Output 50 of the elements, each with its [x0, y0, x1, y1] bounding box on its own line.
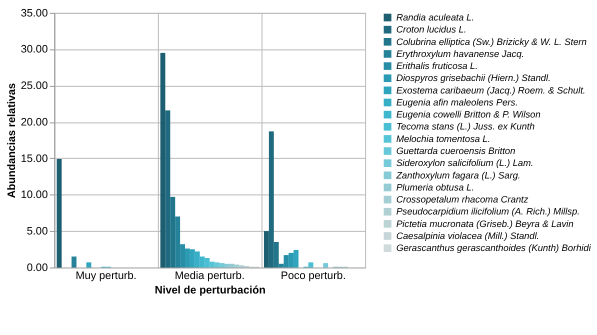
bar	[229, 264, 234, 268]
legend-label: Erythroxylum havanense Jacq.	[396, 48, 524, 59]
y-tick-label: 20.00	[20, 116, 48, 128]
bar	[210, 262, 215, 268]
bar	[274, 242, 279, 268]
bar	[86, 262, 92, 268]
bar	[72, 256, 76, 268]
y-tick-label: 10.00	[20, 189, 48, 202]
x-tick-label: Media perturb.	[174, 270, 245, 282]
legend-label: Pseudocarpidium ilicifolium (A. Rich.) Millsp.	[396, 206, 580, 217]
y-tick-label: 5.00	[26, 226, 48, 238]
legend-label: Plumeria obtusa L.	[396, 182, 474, 192]
bar	[214, 262, 220, 268]
y-axis-title: Abundancias relativas	[6, 83, 18, 198]
legend-label: Diospyros grisebachii (Hiern.) Standl.	[396, 73, 551, 84]
legend-label: Gerascanthus gerascanthoides (Kunth) Borhidi	[396, 243, 592, 254]
y-tick-label: 15.00	[20, 152, 48, 165]
legend-label: Eugenia afin maleolens Pers.	[396, 97, 518, 108]
bar	[264, 231, 269, 268]
bar	[323, 263, 328, 268]
legend-label: Colubrina elliptica (Sw.) Brizicky & W. L. Stern	[396, 36, 587, 47]
legend-label: Eugenia cowelli Britton & P. Wilson	[396, 110, 541, 120]
legend-label: Croton lucidus L.	[396, 24, 466, 35]
legend-label: Guettarda cueroensis Britton	[396, 146, 516, 156]
legend-label: Randia aculeata L.	[396, 12, 474, 22]
bar	[234, 264, 240, 268]
bar	[220, 263, 224, 268]
bar	[268, 131, 274, 268]
y-tick-label: 35.00	[20, 7, 48, 20]
x-tick-label: Muy perturb.	[76, 270, 137, 282]
y-tick-label: 30.00	[20, 44, 48, 56]
x-axis-title: Nivel de perturbación	[154, 284, 266, 297]
legend-label: Erithalis fruticosa L.	[396, 61, 478, 72]
legend-label: Caesalpinia violacea (Mill.) Standl.	[396, 230, 540, 241]
bar	[224, 264, 230, 268]
y-tick-label: 25.00	[20, 80, 48, 92]
legend-label: Pictetia mucronata (Griseb.) Beyra & Lavin	[396, 218, 574, 229]
bar	[160, 52, 166, 268]
bar	[170, 196, 176, 268]
bar	[56, 159, 62, 268]
legend-label: Tecoma stans (L.) Juss. ex Kunth	[396, 122, 535, 132]
x-tick-label: Poco perturb.	[280, 270, 346, 282]
y-tick-label: 0.00	[26, 262, 48, 274]
bar	[175, 216, 180, 268]
legend-label: Melochia tomentosa L.	[396, 134, 490, 144]
legend-label: Crossopetalum rhacoma Crantz	[396, 194, 529, 205]
legend-label: Exostema caribaeum (Jacq.) Roem. & Schult.	[396, 85, 586, 96]
legend-label: Sideroxylon salicifolium (L.) Lam.	[396, 158, 534, 168]
legend-label: Zanthoxylum fagara (L.) Sarg.	[395, 170, 521, 180]
bar	[165, 110, 170, 268]
